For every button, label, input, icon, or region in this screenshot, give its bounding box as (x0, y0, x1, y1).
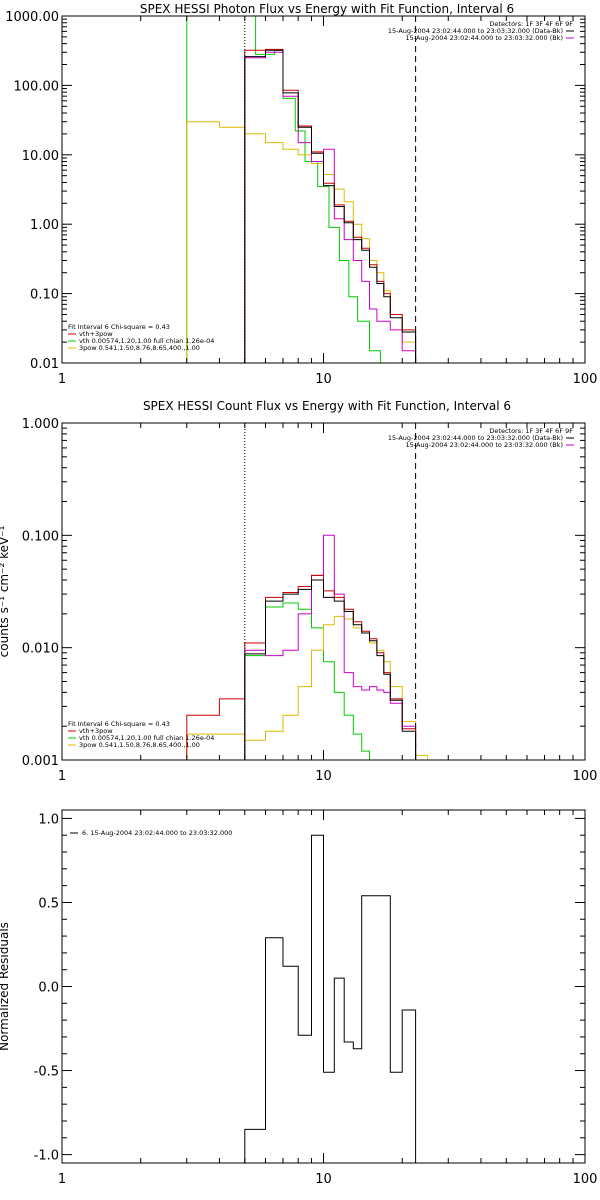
residuals-ytick-label: -1.0 (34, 1149, 59, 1164)
residuals-series-group (244, 834, 417, 1163)
photon-series-group (186, 16, 417, 363)
photon-ytick-label: 1.00 (30, 218, 59, 233)
count-legend-bottom-label-1: vth 0.00574,1.20,1.00 full chian 1.26e-0… (79, 734, 214, 742)
residuals-panel: 1 10 100 -1.0 -0.5 0.0 0.5 1.0 Normalized Residu… (0, 809, 598, 1187)
photon-axes-frame (61, 15, 586, 364)
count-legend-top-label-1: 15-Aug-2004 23:02:44.000 to 23:03:32.000… (406, 441, 563, 449)
residuals-ylabel: Normalized Residuals (0, 922, 11, 1051)
photon-legend-bottom-label-2: 3pow 0.541,1.50,8.76,8.65,400.,1.00 (79, 344, 200, 352)
photon-flux-panel: SPEX HESSI Photon Flux vs Energy with Fi… (5, 2, 597, 387)
photon-legend-top-header: Detectors: 1F 3F 4F 6F 9F (489, 20, 573, 28)
photon-chart-title: SPEX HESSI Photon Flux vs Energy with Fi… (140, 2, 514, 16)
count-series-2-line (244, 534, 417, 760)
count-legend-top-label-0: 15-Aug-2004 23:02:44.000 to 23:03:32.000… (388, 434, 563, 442)
photon-legend-top-label-0: 15-Aug-2004 23:02:44.000 to 23:03:32.000… (388, 27, 563, 35)
residuals-xtick-label: 10 (315, 1172, 332, 1187)
photon-ytick-label: 100.00 (14, 79, 60, 94)
count-legend-top-header: Detectors: 1F 3F 4F 6F 9F (489, 427, 573, 435)
residuals-ytick-label: 1.0 (38, 812, 59, 827)
photon-legend-bottom-label-0: vth+3pow (79, 330, 113, 338)
count-series-3-line (186, 574, 417, 760)
photon-series-2-line (244, 51, 417, 363)
count-series-0-line (244, 602, 378, 760)
residuals-xtick-label: 1 (58, 1172, 66, 1187)
residuals-legend-top-label-0: 6. 15-Aug-2004 23:02:44.000 to 23:03:32.… (82, 829, 232, 837)
count-legend-bottom-header: Fit Interval 6 Chi-square = 0.43 (68, 720, 170, 728)
residuals-xtick-label: 100 (573, 1172, 598, 1187)
photon-series-3-line (244, 48, 417, 363)
residuals-ytick-label: -0.5 (34, 1065, 59, 1080)
count-plot-area: 1 10 100 0.001 0.010 0.100 1.000 counts s⁻¹ cm⁻… (0, 417, 597, 784)
residuals-series-0-line (244, 834, 417, 1163)
photon-xtick-label: 10 (315, 372, 332, 387)
photon-xtick-label: 100 (573, 372, 598, 387)
count-ytick-label: 0.010 (22, 642, 59, 657)
photon-plot-area: 1 10 100 0.01 0.10 1.00 10.00 100.00 1000.00 Dete… (5, 10, 597, 387)
count-xtick-label: 100 (573, 769, 598, 784)
count-legend-bottom-label-0: vth+3pow (79, 727, 113, 735)
photon-xtick-label: 1 (58, 372, 66, 387)
photon-legend-bottom-header: Fit Interval 6 Chi-square = 0.43 (68, 323, 170, 331)
count-series-1-line (186, 615, 429, 760)
residuals-ytick-label: 0.0 (38, 981, 59, 996)
photon-ytick-label: 1000.00 (5, 10, 59, 25)
count-ytick-label: 0.100 (22, 529, 59, 544)
photon-series-4-line (244, 49, 417, 363)
count-ytick-label: 1.000 (22, 417, 59, 432)
count-xtick-label: 10 (315, 769, 332, 784)
photon-ytick-label: 0.10 (30, 288, 59, 303)
photon-series-1-line (186, 121, 417, 363)
count-ylabel: counts s⁻¹ cm⁻² keV⁻¹ (0, 525, 11, 657)
count-series-4-line (244, 579, 417, 760)
photon-legend-top-label-1: 15-Aug-2004 23:02:44.000 to 23:03:32.000… (406, 34, 563, 42)
photon-ytick-label: 0.01 (30, 357, 59, 372)
count-chart-title: SPEX HESSI Count Flux vs Energy with Fit… (143, 399, 511, 413)
photon-legend-bottom-label-1: vth 0.00574,1.20,1.00 full chian 1.26e-0… (79, 337, 214, 345)
residuals-ytick-label: 0.5 (38, 896, 59, 911)
count-series-group (186, 534, 429, 760)
residuals-plot-area: 1 10 100 -1.0 -0.5 0.0 0.5 1.0 Normalized Residu… (0, 809, 598, 1187)
count-flux-panel: SPEX HESSI Count Flux vs Energy with Fit… (0, 399, 597, 784)
photon-ytick-label: 10.00 (22, 149, 59, 164)
count-xtick-label: 1 (58, 769, 66, 784)
photon-series-0-line (186, 16, 391, 363)
count-ytick-label: 0.001 (22, 754, 59, 769)
count-legend-bottom-label-2: 3pow 0.541,1.50,8.76,8.65,400.,1.00 (79, 741, 200, 749)
